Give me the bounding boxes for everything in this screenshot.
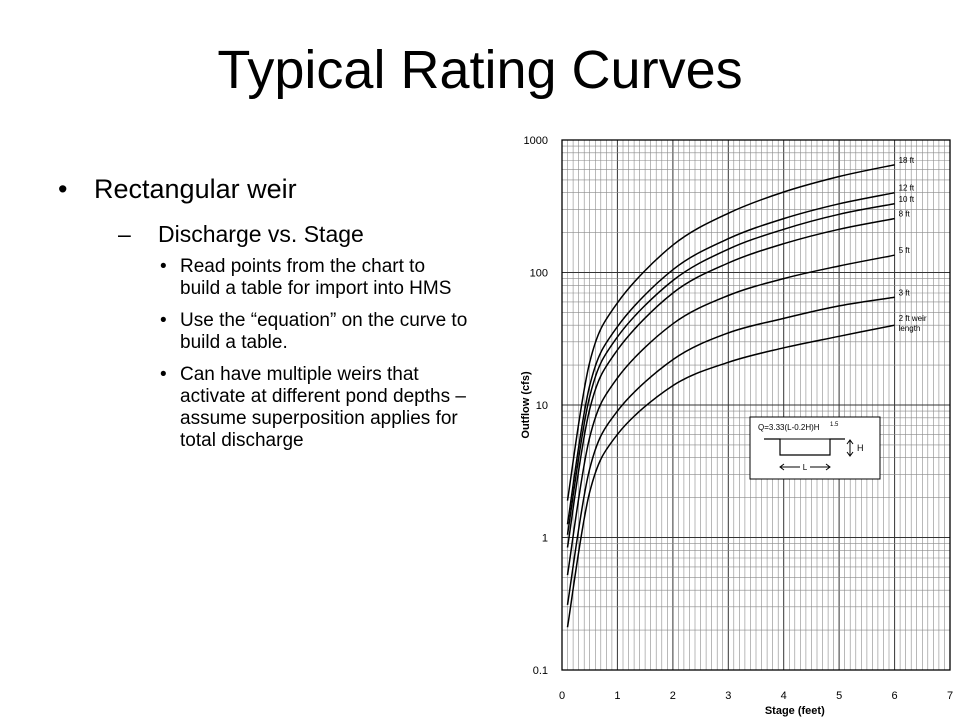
curve-line — [566, 324, 895, 628]
curve-label-continued: length — [899, 324, 921, 333]
x-tick-label: 7 — [947, 690, 953, 702]
curve-line — [566, 191, 895, 525]
chart-labels: 0.1 1 10 100 1000 0 1 2 3 4 5 6 7 Stage (feet) Outflow… — [520, 135, 953, 717]
x-axis-label: Stage (feet) — [765, 705, 825, 717]
plot-frame — [561, 139, 951, 671]
curve-line — [566, 203, 895, 535]
x-tick-label: 1 — [614, 690, 620, 702]
bullet-mark: • — [160, 256, 167, 277]
curve-label: 12 ft — [899, 184, 915, 193]
bullet-text: Read points from the chart to build a ta… — [180, 256, 452, 299]
bullet-list: • Rectangular weir – Discharge vs. Stage… — [58, 172, 478, 462]
bullet-text: Can have multiple weirs that activate at… — [180, 364, 466, 451]
weir-equation: Q=3.33(L-0.2H)H — [758, 423, 820, 432]
bullet-mark: • — [160, 310, 167, 331]
bullet-mark: • — [160, 364, 167, 385]
curve-label: 5 ft — [899, 246, 911, 255]
curve-line — [566, 217, 895, 548]
chart-curves — [566, 164, 895, 628]
h-arrowheads — [846, 439, 854, 457]
slide-title: Typical Rating Curves — [217, 40, 743, 100]
curve-line — [566, 254, 895, 576]
weir-equation-exponent: 1.5 — [830, 422, 839, 428]
l-label: L — [803, 463, 808, 472]
x-tick-label: 6 — [892, 690, 898, 702]
curve-label: 3 ft — [899, 288, 911, 297]
bullet-level3: • Read points from the chart to build a … — [158, 256, 470, 300]
bullet-level1: • Rectangular weir — [58, 172, 478, 206]
y-tick-label: 10 — [536, 400, 548, 412]
bullet-text: Discharge vs. Stage — [158, 221, 364, 247]
l-arrowheads — [779, 463, 831, 471]
bullet-level2: – Discharge vs. Stage — [118, 220, 478, 248]
bullet-text: Rectangular weir — [94, 174, 297, 204]
y-axis-label: Outflow (cfs) — [520, 371, 532, 439]
dash-mark: – — [118, 221, 131, 247]
x-tick-label: 0 — [559, 690, 565, 702]
y-tick-label: 100 — [530, 268, 548, 280]
rating-curve-chart: 0.1 1 10 100 1000 0 1 2 3 4 5 6 7 Stage (feet) Outflow… — [520, 135, 953, 717]
x-tick-label: 4 — [781, 690, 787, 702]
bullet-level3: • Can have multiple weirs that activate … — [158, 364, 470, 452]
curve-label: 10 ft — [899, 195, 915, 204]
bullet-level3: • Use the “equation” on the curve to bui… — [158, 310, 470, 354]
weir-notch — [764, 438, 845, 456]
curve-label: 8 ft — [899, 210, 911, 219]
curve-line — [566, 164, 895, 501]
bullet-mark: • — [58, 174, 68, 204]
x-tick-label: 2 — [670, 690, 676, 702]
y-tick-label: 1000 — [524, 135, 548, 147]
x-tick-label: 5 — [836, 690, 842, 702]
x-tick-label: 3 — [725, 690, 731, 702]
h-label: H — [857, 443, 864, 453]
y-tick-label: 0.1 — [533, 665, 548, 677]
curve-label: 2 ft weir — [899, 314, 927, 323]
inset-frame — [749, 416, 881, 480]
y-tick-label: 1 — [542, 533, 548, 545]
chart-grid — [561, 139, 951, 671]
curve-label: 18 ft — [899, 156, 915, 165]
bullet-text: Use the “equation” on the curve to build… — [180, 310, 468, 353]
curve-line — [566, 296, 895, 606]
weir-diagram: Q=3.33(L-0.2H)H 1.5 H L — [749, 416, 881, 480]
